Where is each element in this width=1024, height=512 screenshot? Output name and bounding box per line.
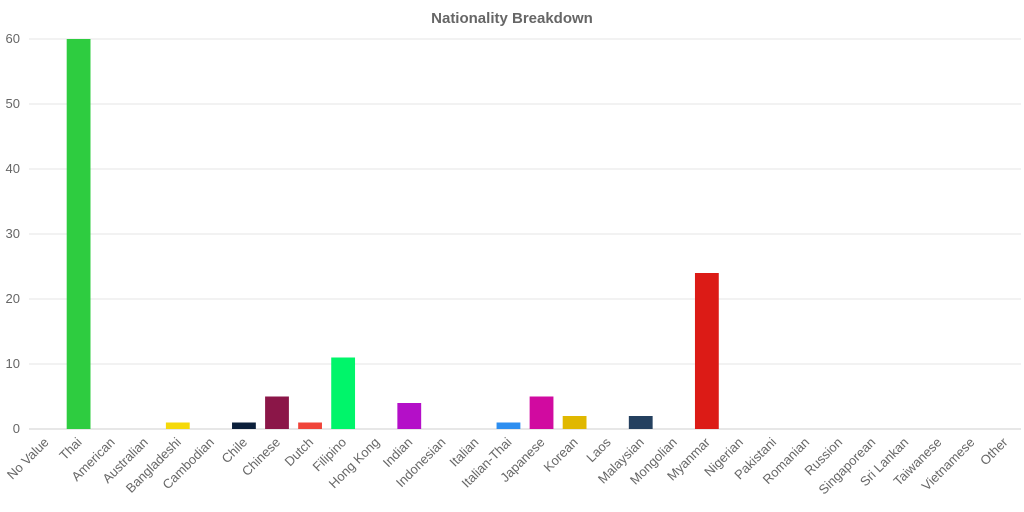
y-tick-label: 30	[6, 226, 20, 241]
y-tick-label: 20	[6, 291, 20, 306]
bar-japanese[interactable]	[529, 396, 554, 430]
bar-filipino[interactable]	[331, 357, 356, 430]
bar-chinese[interactable]	[265, 396, 289, 430]
chart-title: Nationality Breakdown	[431, 10, 593, 27]
bar-indian[interactable]	[397, 403, 422, 429]
y-tick-label: 10	[6, 356, 20, 371]
bar-korean[interactable]	[562, 416, 587, 429]
bars	[66, 39, 719, 430]
gridlines	[29, 38, 1021, 430]
y-tick-label: 0	[13, 421, 20, 436]
bar-myanmar[interactable]	[694, 273, 719, 429]
bar-thai[interactable]	[66, 39, 91, 429]
y-tick-label: 40	[6, 161, 20, 176]
bar-italian-thai[interactable]	[496, 422, 521, 430]
x-tick-label: Korean	[540, 435, 580, 475]
y-tick-label: 60	[6, 31, 20, 46]
x-tick-label: Other	[977, 434, 1011, 468]
bar-dutch[interactable]	[298, 422, 322, 430]
bar-chile[interactable]	[232, 422, 256, 430]
x-axis-ticks: No Value ThaiAmericanAustralianBangladesh…	[4, 434, 1011, 497]
x-tick-label: No Value	[4, 435, 52, 483]
x-tick-label: Thai	[56, 434, 85, 463]
y-axis-ticks: 0 10 20 30 40 50 60	[6, 31, 20, 436]
bar-bangladeshi[interactable]	[165, 422, 190, 430]
bar-malaysian[interactable]	[628, 416, 653, 429]
y-tick-label: 50	[6, 96, 20, 111]
